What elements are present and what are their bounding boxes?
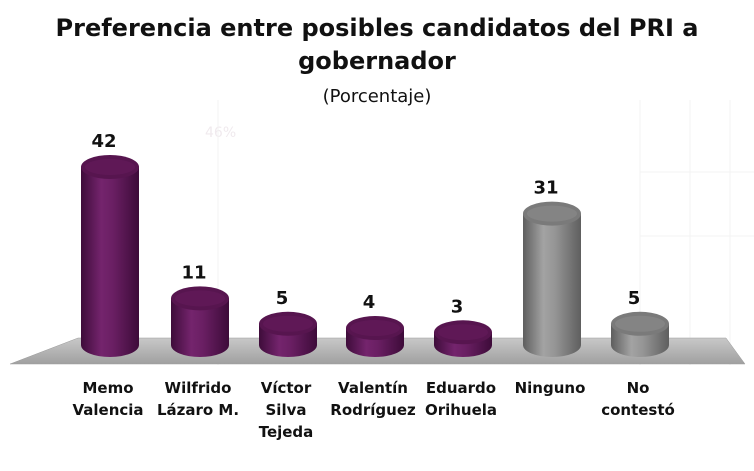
category-label: Ninguno: [515, 379, 586, 397]
value-label: 31: [533, 178, 558, 199]
bar-5: [434, 320, 492, 357]
watermark-label: 46%: [205, 125, 237, 141]
chart-title: Preferencia entre posibles candidatos de…: [55, 14, 699, 75]
category-label: Víctor Silva Tejeda: [259, 379, 314, 441]
value-label: 3: [451, 296, 464, 317]
value-label: 5: [276, 288, 289, 309]
category-label: Valentín Rodríguez: [330, 379, 416, 419]
category-label: No contestó: [601, 379, 675, 419]
category-label: Wilfrido Lázaro M.: [157, 379, 239, 419]
value-label: 5: [628, 288, 641, 309]
chart-subtitle: (Porcentaje): [322, 86, 432, 107]
value-label: 11: [181, 262, 206, 283]
bar-7: [611, 311, 669, 357]
category-label: Memo Valencia: [72, 379, 143, 419]
value-label: 42: [91, 131, 116, 152]
bar-1: [81, 155, 139, 357]
bar-4: [346, 316, 404, 357]
value-label: 4: [363, 292, 376, 313]
bar-6: [523, 201, 581, 357]
category-label: Eduardo Orihuela: [425, 379, 497, 419]
bar-2: [171, 286, 229, 357]
bar-3: [259, 311, 317, 357]
